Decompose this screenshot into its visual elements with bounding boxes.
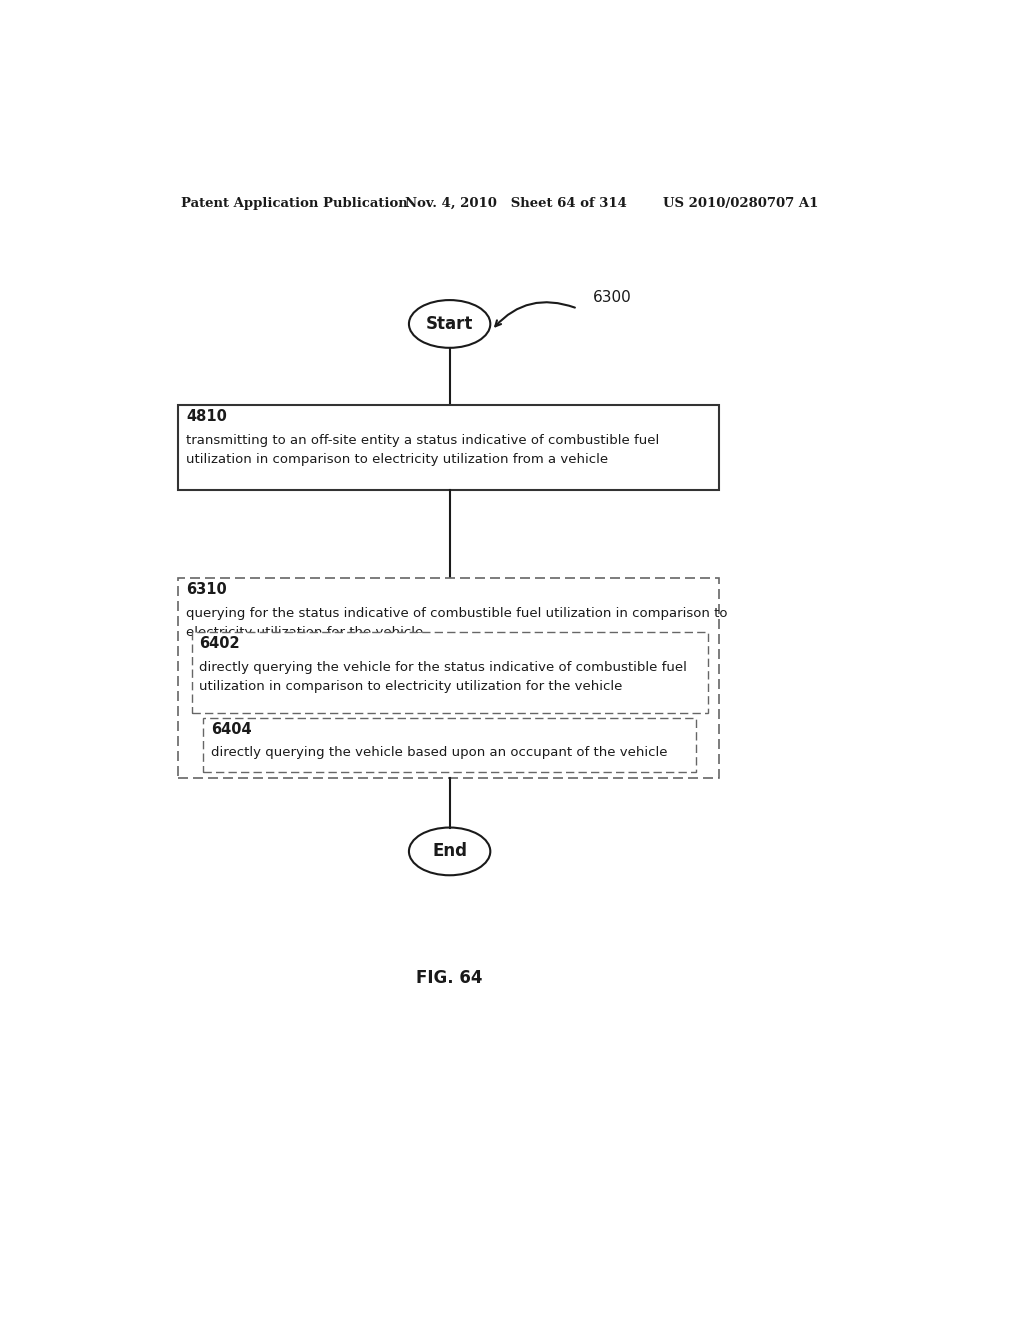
Text: 6310: 6310 bbox=[186, 582, 227, 597]
Text: 4810: 4810 bbox=[186, 409, 227, 424]
Text: FIG. 64: FIG. 64 bbox=[417, 969, 483, 987]
Text: Patent Application Publication: Patent Application Publication bbox=[180, 197, 408, 210]
Bar bbox=[191, 632, 708, 713]
Bar bbox=[203, 718, 696, 772]
Text: querying for the status indicative of combustible fuel utilization in comparison: querying for the status indicative of co… bbox=[186, 607, 728, 639]
Text: End: End bbox=[432, 842, 467, 861]
Bar bbox=[178, 578, 719, 779]
Bar bbox=[178, 405, 719, 490]
Text: directly querying the vehicle based upon an occupant of the vehicle: directly querying the vehicle based upon… bbox=[211, 746, 668, 759]
Text: directly querying the vehicle for the status indicative of combustible fuel
util: directly querying the vehicle for the st… bbox=[200, 661, 687, 693]
Text: 6404: 6404 bbox=[211, 722, 252, 738]
Text: 6300: 6300 bbox=[593, 289, 632, 305]
Text: Start: Start bbox=[426, 315, 473, 333]
Text: US 2010/0280707 A1: US 2010/0280707 A1 bbox=[663, 197, 818, 210]
Text: 6402: 6402 bbox=[200, 636, 240, 651]
Text: transmitting to an off-site entity a status indicative of combustible fuel
utili: transmitting to an off-site entity a sta… bbox=[186, 434, 659, 466]
Text: Nov. 4, 2010   Sheet 64 of 314: Nov. 4, 2010 Sheet 64 of 314 bbox=[406, 197, 628, 210]
